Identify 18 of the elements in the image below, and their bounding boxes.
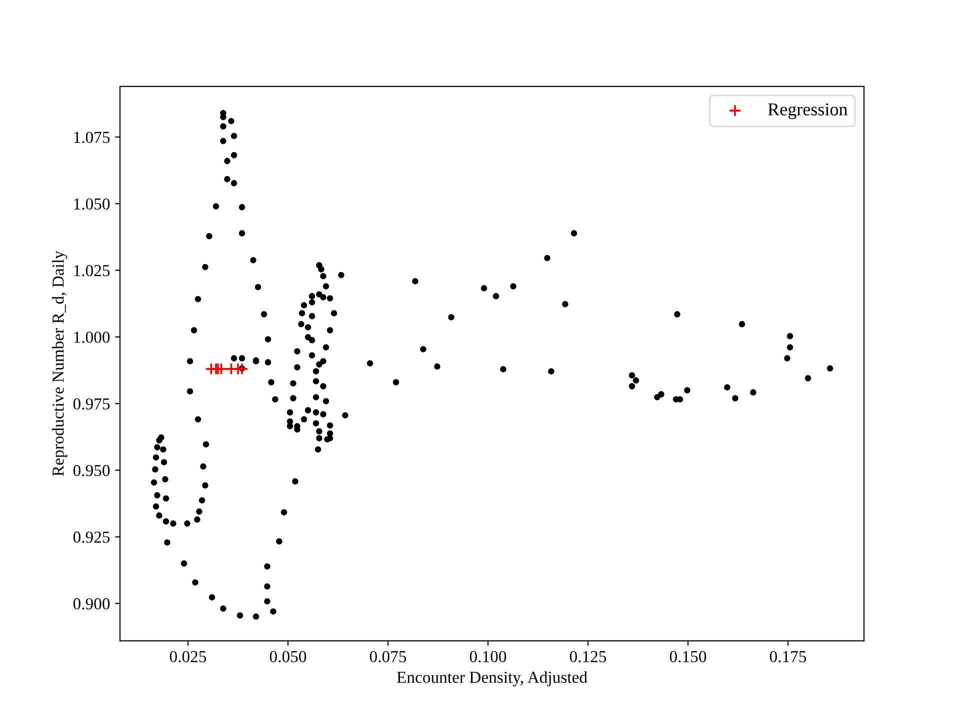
x-tick-label: 0.175 [770, 651, 806, 662]
x-axis-title: Encounter Density, Adjusted [396, 671, 588, 686]
x-tick-label: 0.050 [270, 651, 306, 662]
x-tick-label: 0.150 [670, 651, 706, 662]
x-tick-label: 0.125 [570, 651, 606, 662]
y-tick-label: 0.975 [73, 398, 110, 410]
x-tick-label: 0.025 [170, 651, 206, 662]
legend-label: Regression [768, 103, 848, 120]
y-tick-label: 1.000 [74, 332, 110, 343]
y-axis-title: Reproductive Number R_d, Daily [52, 250, 68, 476]
x-tick-label: 0.075 [370, 651, 406, 662]
y-tick-label: 0.925 [73, 532, 110, 543]
y-tick-label: 0.950 [73, 464, 110, 476]
x-tick-label: 0.100 [470, 651, 506, 662]
y-tick-label: 1.075 [74, 132, 110, 144]
y-tick-label: 0.900 [73, 598, 110, 610]
y-tick-label: 1.050 [74, 198, 110, 210]
y-tick-label: 1.025 [74, 265, 110, 276]
